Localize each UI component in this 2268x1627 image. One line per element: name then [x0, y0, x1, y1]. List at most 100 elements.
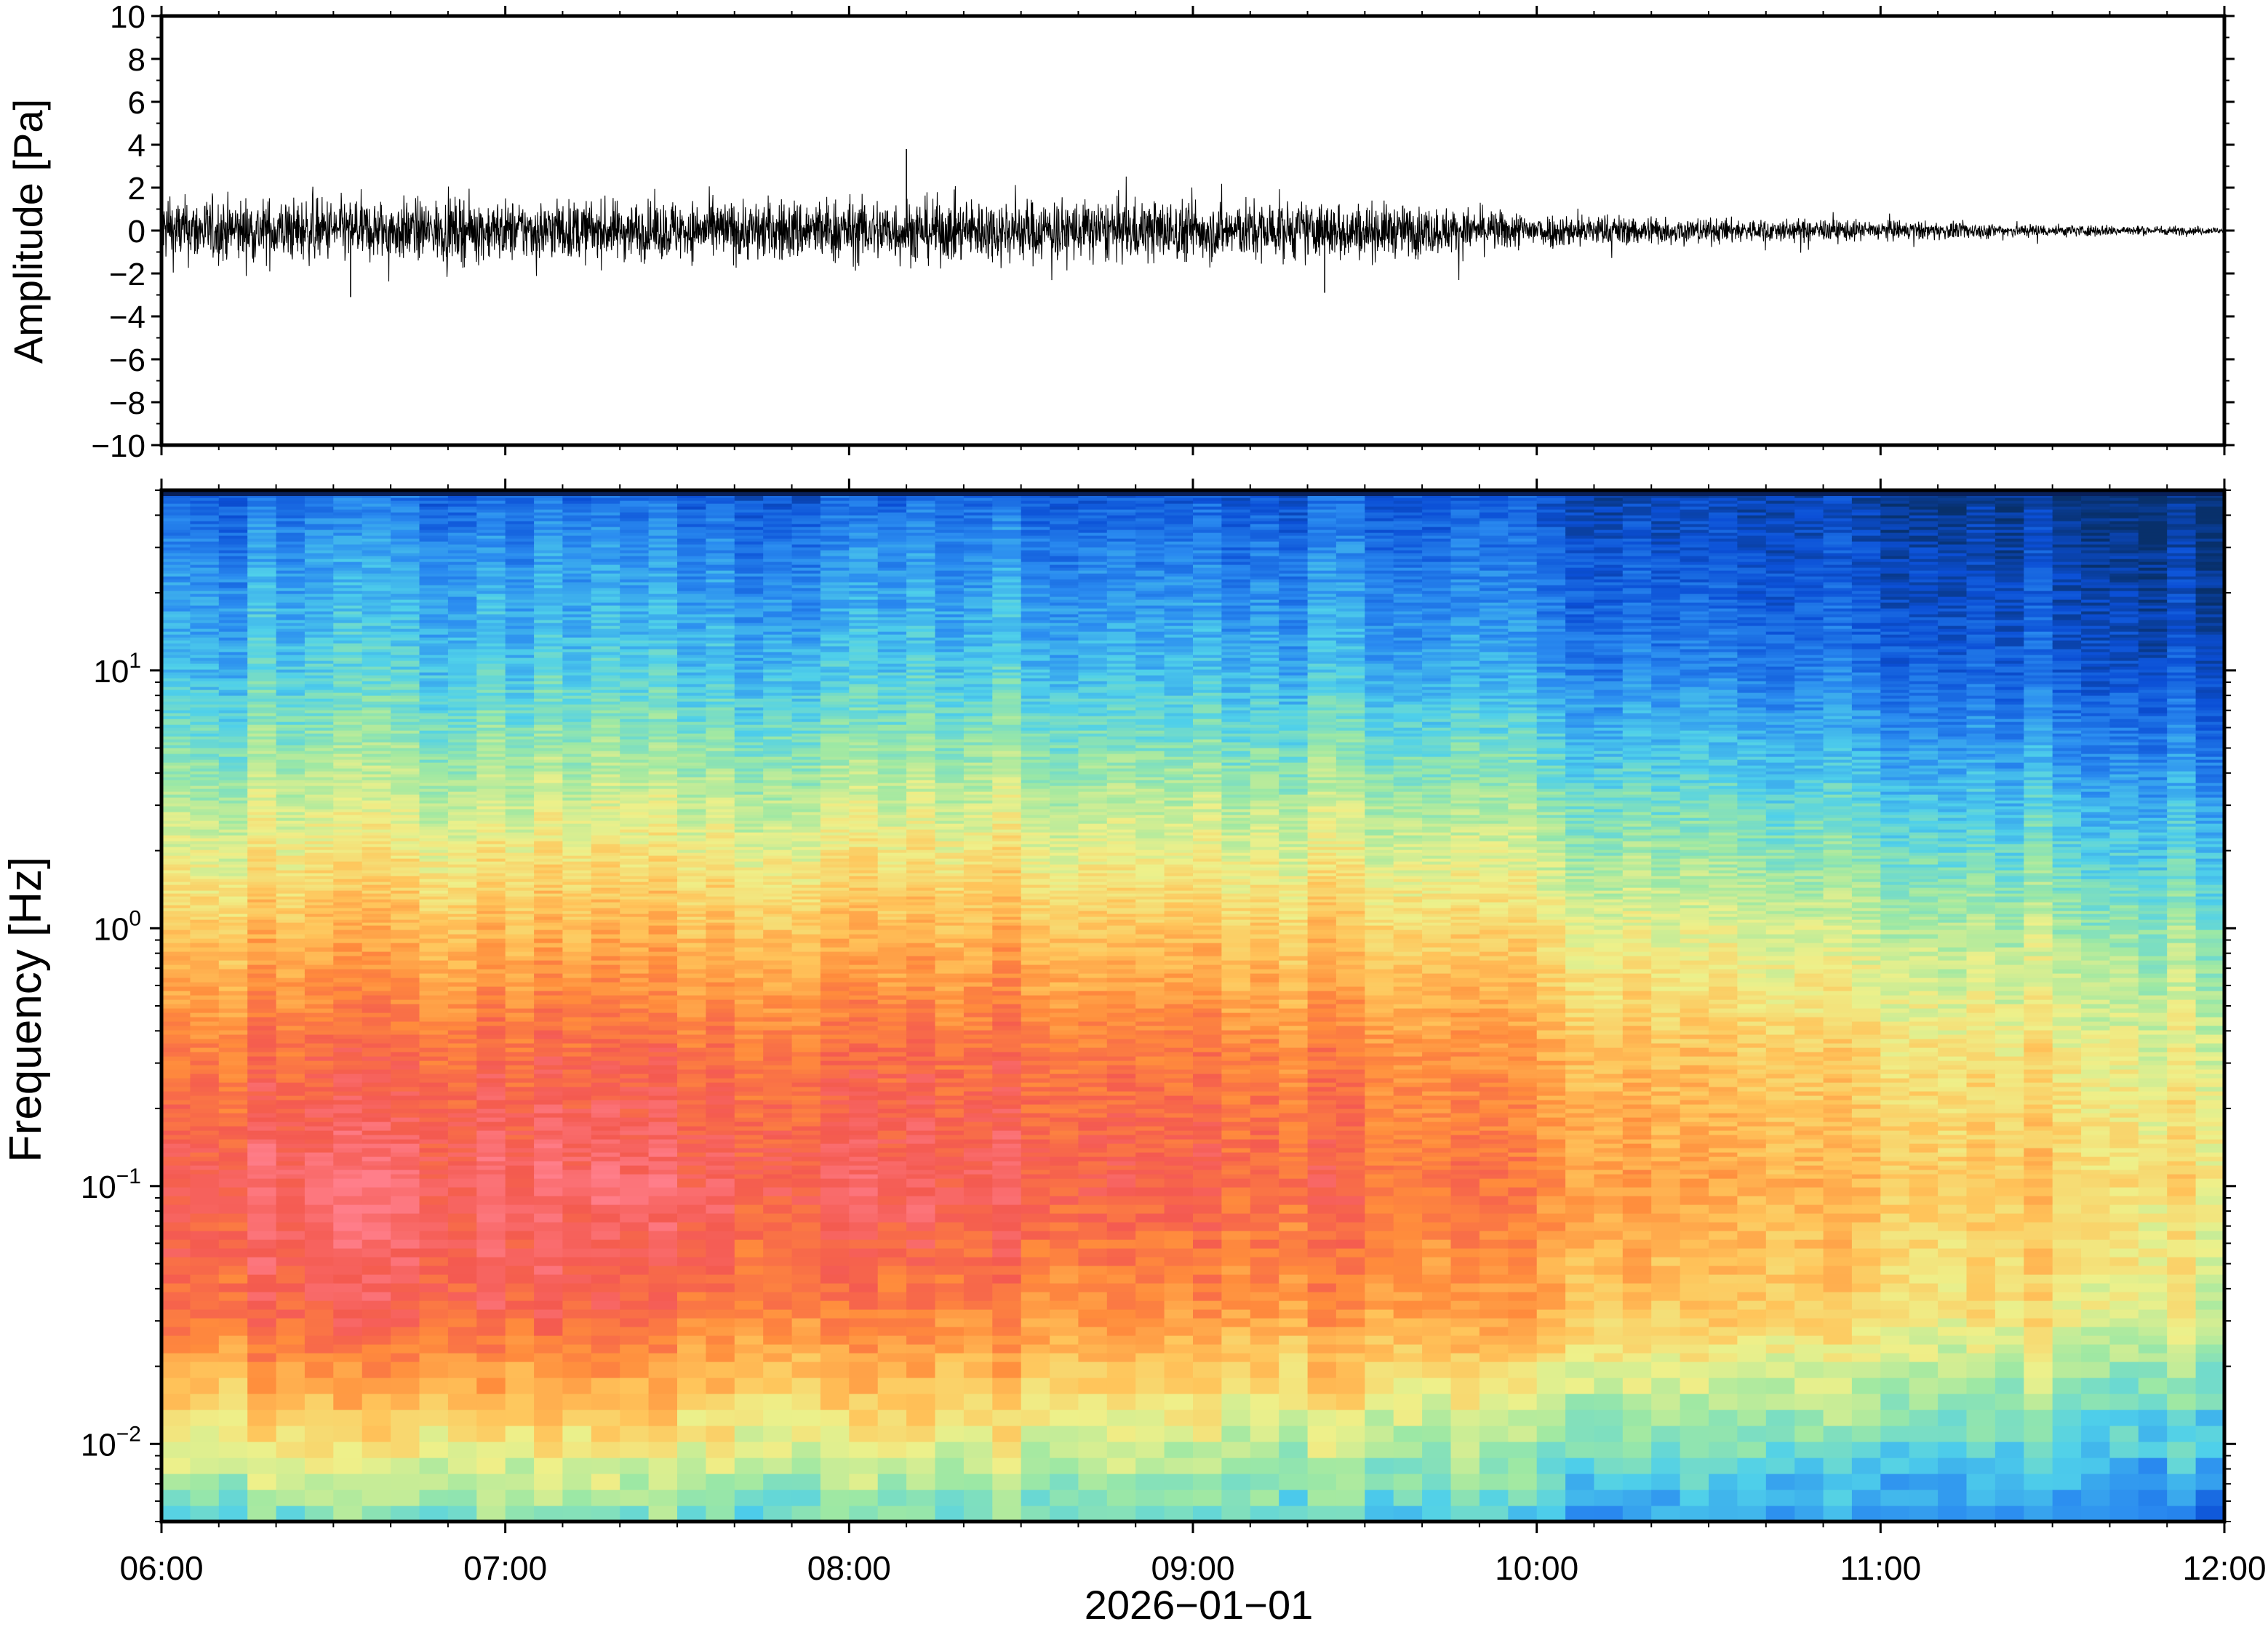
spectrogram-cell: [677, 1458, 706, 1474]
spectrogram-cell: [219, 1139, 248, 1144]
spectrogram-cell: [305, 727, 334, 731]
spectrogram-cell: [305, 620, 334, 623]
spectrogram-cell: [333, 701, 362, 705]
spectrogram-cell: [391, 991, 420, 996]
spectrogram-cell: [706, 500, 735, 504]
spectrogram-cell: [562, 1204, 591, 1214]
spectrogram-cell: [735, 1148, 764, 1153]
spectrogram-cell: [161, 500, 191, 504]
spectrogram-cell: [448, 593, 477, 597]
spectrogram-cell: [706, 713, 735, 716]
spectrogram-cell: [247, 614, 276, 617]
spectrogram-cell: [276, 879, 306, 882]
spectrogram-cell: [534, 919, 563, 923]
spectrogram-cell: [677, 640, 706, 644]
spectrogram-cell: [420, 521, 449, 524]
spectrogram-cell: [333, 1082, 362, 1087]
spectrogram-cell: [448, 995, 477, 1000]
spectrogram-cell: [476, 660, 506, 664]
spectrogram-cell: [506, 736, 535, 740]
spectrogram-cell: [620, 1161, 649, 1166]
spectrogram-cell: [706, 1082, 735, 1087]
spectrogram-cell: [420, 643, 449, 647]
spectrogram-cell: [476, 701, 506, 705]
spectrogram-cell: [420, 1021, 449, 1026]
spectrogram-cell: [620, 861, 649, 865]
spectrogram-cell: [219, 724, 248, 728]
spectrogram-cell: [305, 646, 334, 649]
spectrogram-cell: [735, 1187, 764, 1196]
spectrogram-cell: [591, 986, 620, 991]
spectrogram-cell: [333, 934, 362, 939]
spectrogram-cell: [333, 1065, 362, 1070]
spectrogram-cell: [562, 695, 591, 699]
spectrogram-cell: [649, 695, 678, 699]
spectrogram-cell: [677, 602, 706, 606]
spectrogram-cell: [476, 765, 506, 769]
spectrogram-cell: [448, 826, 477, 830]
spectrogram-cell: [706, 1196, 735, 1205]
spectrogram-cell: [562, 1135, 591, 1140]
spectrogram-cell: [448, 911, 477, 914]
spectrogram-cell: [333, 1104, 362, 1109]
spectrogram-cell: [333, 973, 362, 978]
spectrogram-cell: [506, 559, 535, 562]
spectrogram-cell: [420, 692, 449, 696]
spectrogram-cell: [706, 925, 735, 930]
spectrogram-cell: [476, 640, 506, 644]
spectrogram-cell: [506, 657, 535, 661]
spectrogram-cell: [506, 646, 535, 649]
spectrogram-cell: [649, 1122, 678, 1127]
spectrogram-cell: [506, 547, 535, 551]
spectrogram-cell: [591, 1043, 620, 1048]
spectrogram-cell: [562, 1362, 591, 1378]
spectrogram-cell: [534, 1100, 563, 1105]
spectrogram-cell: [333, 1156, 362, 1162]
spectrogram-cell: [534, 518, 563, 521]
spectrogram-cell: [620, 899, 649, 903]
spectrogram-cell: [591, 1117, 620, 1122]
spectrogram-cell: [649, 564, 678, 568]
spectrogram-cell: [706, 1165, 735, 1170]
spectrogram-cell: [620, 1239, 649, 1249]
spectrogram-cell: [620, 1043, 649, 1048]
spectrogram-cell: [534, 1135, 563, 1140]
spectrogram-cell: [534, 771, 563, 775]
spectrogram-cell: [562, 1148, 591, 1153]
spectrogram-cell: [562, 864, 591, 868]
spectrogram-cell: [620, 1026, 649, 1031]
spectrogram-cell: [333, 818, 362, 821]
spectrogram-cell: [305, 947, 334, 952]
spectrogram-cell: [276, 934, 306, 939]
spectrogram-cell: [190, 695, 219, 699]
spectrogram-cell: [219, 1442, 248, 1458]
spectrogram-cell: [591, 873, 620, 876]
spectrogram-cell: [219, 1026, 248, 1031]
spectrogram-cell: [620, 1266, 649, 1275]
spectrogram-cell: [506, 806, 535, 809]
spectrogram-cell: [534, 1122, 563, 1127]
spectrogram-cell: [649, 964, 678, 970]
spectrogram-cell: [247, 800, 276, 804]
spectrogram-cell: [620, 1178, 649, 1188]
spectrogram-cell: [562, 547, 591, 551]
spectrogram-cell: [161, 663, 191, 667]
spectrogram-cell: [219, 905, 248, 908]
spectrogram-cell: [706, 547, 735, 551]
spectrogram-cell: [476, 657, 506, 661]
spectrogram-cell: [247, 1117, 276, 1122]
spectrogram-cell: [247, 567, 276, 571]
spectrogram-cell: [534, 1095, 563, 1100]
spectrogram-cell: [448, 567, 477, 571]
spectrogram-cell: [735, 1130, 764, 1135]
spectrogram-cell: [476, 751, 506, 754]
spectrogram-cell: [706, 899, 735, 903]
spectrogram-cell: [247, 1239, 276, 1249]
spectrogram-cell: [591, 960, 620, 965]
spectrogram-cell: [305, 713, 334, 716]
spectrogram-cell: [305, 559, 334, 562]
spectrogram-cell: [362, 550, 391, 553]
spectrogram-cell: [620, 1091, 649, 1096]
spectrogram-cell: [161, 829, 191, 833]
spectrogram-cell: [190, 721, 219, 725]
